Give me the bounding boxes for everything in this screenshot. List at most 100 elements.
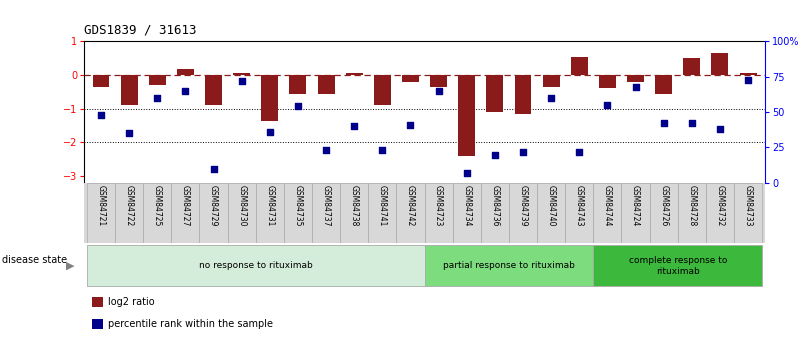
Bar — [734, 183, 762, 243]
Bar — [205, 75, 222, 105]
Text: GSM84726: GSM84726 — [659, 185, 668, 226]
Bar — [481, 183, 509, 243]
Bar — [486, 75, 503, 112]
Bar — [396, 183, 425, 243]
Point — [658, 121, 670, 126]
Text: GSM84723: GSM84723 — [434, 185, 443, 226]
Point — [517, 149, 529, 155]
Text: log2 ratio: log2 ratio — [108, 297, 155, 307]
Bar — [318, 75, 335, 93]
Text: GSM84743: GSM84743 — [575, 185, 584, 226]
Text: GSM84736: GSM84736 — [490, 185, 499, 226]
Text: partial response to rituximab: partial response to rituximab — [443, 261, 575, 270]
Point — [714, 126, 727, 132]
Text: GSM84724: GSM84724 — [631, 185, 640, 226]
Point — [433, 88, 445, 93]
Point — [601, 102, 614, 108]
Bar — [627, 75, 644, 82]
Point — [123, 131, 135, 136]
Bar — [537, 183, 566, 243]
Bar — [594, 183, 622, 243]
Bar — [227, 183, 256, 243]
Bar — [289, 75, 306, 93]
Point — [545, 95, 557, 101]
Point — [489, 152, 501, 157]
Text: GSM84731: GSM84731 — [265, 185, 274, 226]
Bar — [543, 75, 560, 87]
Text: GSM84721: GSM84721 — [96, 185, 106, 226]
Bar — [284, 183, 312, 243]
Bar — [622, 183, 650, 243]
Bar — [514, 75, 531, 114]
Text: GSM84734: GSM84734 — [462, 185, 471, 226]
Bar — [256, 183, 284, 243]
Text: GSM84725: GSM84725 — [153, 185, 162, 226]
Bar — [683, 58, 700, 75]
FancyBboxPatch shape — [87, 245, 425, 286]
Bar — [233, 73, 250, 75]
Bar — [149, 75, 166, 85]
Bar — [340, 183, 368, 243]
Bar — [87, 183, 115, 243]
Point — [292, 104, 304, 109]
Text: GSM84735: GSM84735 — [293, 185, 303, 226]
Text: GSM84722: GSM84722 — [125, 185, 134, 226]
Bar — [115, 183, 143, 243]
Point — [264, 129, 276, 135]
Point — [686, 121, 698, 126]
Bar — [177, 69, 194, 75]
Text: no response to rituximab: no response to rituximab — [199, 261, 312, 270]
Bar — [458, 75, 475, 156]
Point — [404, 122, 417, 128]
Bar — [346, 73, 363, 75]
Point — [207, 166, 220, 171]
Bar — [430, 75, 447, 87]
Point — [179, 88, 191, 93]
Point — [461, 170, 473, 176]
Text: GSM84744: GSM84744 — [603, 185, 612, 226]
Text: GSM84729: GSM84729 — [209, 185, 218, 226]
Bar — [650, 183, 678, 243]
Text: complete response to
rituximab: complete response to rituximab — [629, 256, 727, 276]
Text: GSM84737: GSM84737 — [321, 185, 331, 226]
Bar — [706, 183, 734, 243]
Text: ▶: ▶ — [66, 261, 74, 270]
Bar — [374, 75, 391, 105]
Text: disease state: disease state — [2, 256, 66, 265]
Bar — [402, 75, 419, 82]
Bar — [571, 57, 588, 75]
Bar — [739, 73, 756, 75]
Bar — [566, 183, 594, 243]
Text: percentile rank within the sample: percentile rank within the sample — [108, 319, 273, 329]
Text: GSM84742: GSM84742 — [406, 185, 415, 226]
Bar — [171, 183, 199, 243]
Bar — [655, 75, 672, 93]
Point — [629, 84, 642, 89]
Text: GSM84740: GSM84740 — [546, 185, 556, 226]
Bar — [121, 75, 138, 105]
Point — [742, 77, 755, 82]
Bar — [199, 183, 227, 243]
Text: GSM84733: GSM84733 — [743, 185, 753, 226]
Bar — [599, 75, 616, 88]
Point — [95, 112, 107, 118]
Text: GSM84741: GSM84741 — [378, 185, 387, 226]
Bar — [711, 53, 728, 75]
Point — [348, 124, 360, 129]
Text: GSM84730: GSM84730 — [237, 185, 246, 226]
Text: GSM84728: GSM84728 — [687, 185, 696, 226]
Text: GSM84732: GSM84732 — [715, 185, 724, 226]
Point — [151, 95, 163, 101]
Bar — [509, 183, 537, 243]
Bar — [261, 75, 278, 120]
Text: GDS1839 / 31613: GDS1839 / 31613 — [84, 23, 196, 36]
Bar — [312, 183, 340, 243]
Point — [376, 148, 388, 153]
Bar — [93, 75, 110, 87]
Bar — [453, 183, 481, 243]
Point — [573, 149, 586, 155]
Text: GSM84739: GSM84739 — [518, 185, 528, 226]
Text: GSM84727: GSM84727 — [181, 185, 190, 226]
FancyBboxPatch shape — [594, 245, 762, 286]
Point — [320, 148, 332, 153]
